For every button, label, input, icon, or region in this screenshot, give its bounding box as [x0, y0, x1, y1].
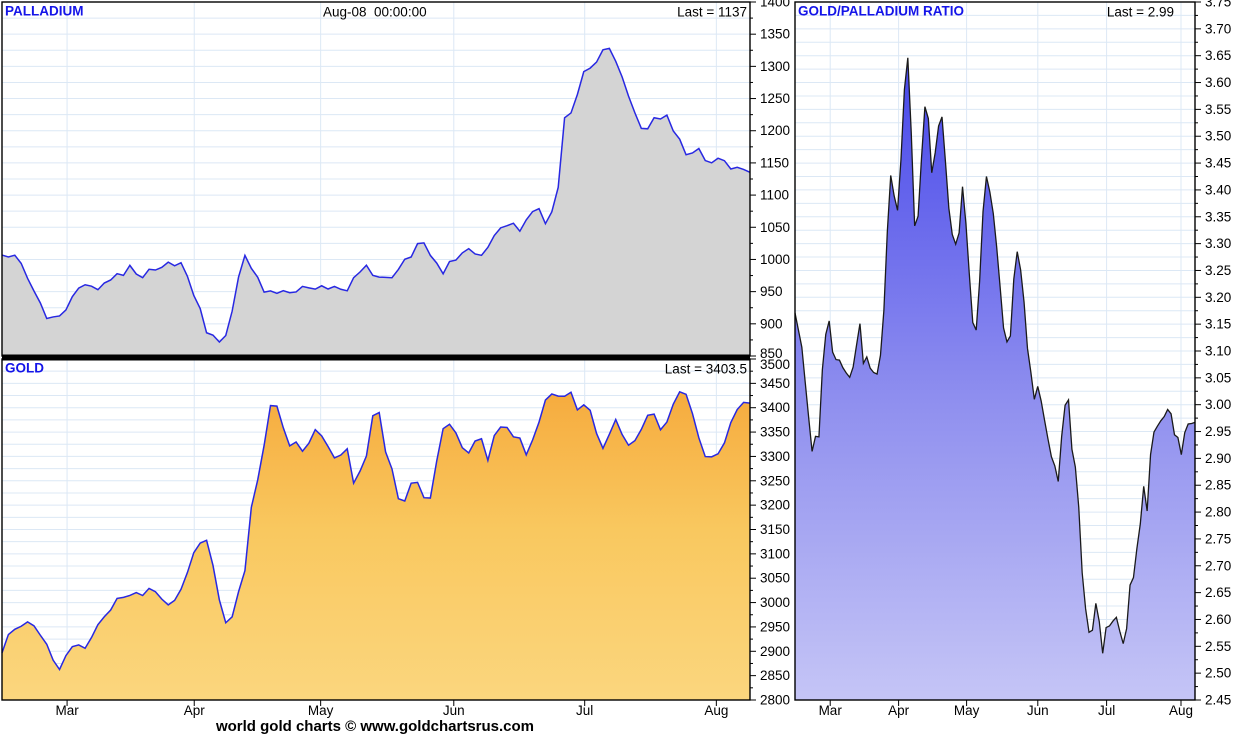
svg-text:Apr: Apr [888, 703, 910, 718]
svg-text:3450: 3450 [760, 376, 790, 391]
svg-text:2.45: 2.45 [1205, 693, 1231, 708]
svg-text:3.20: 3.20 [1205, 290, 1231, 305]
svg-text:3200: 3200 [760, 498, 790, 513]
svg-text:1300: 1300 [760, 59, 790, 74]
svg-text:1100: 1100 [760, 188, 789, 203]
svg-text:2.75: 2.75 [1205, 531, 1231, 546]
svg-text:2800: 2800 [760, 693, 790, 708]
svg-text:2.95: 2.95 [1205, 424, 1231, 439]
svg-text:GOLD: GOLD [5, 361, 44, 376]
svg-text:3.15: 3.15 [1205, 317, 1231, 332]
svg-text:2.90: 2.90 [1205, 451, 1231, 466]
svg-text:3.55: 3.55 [1205, 102, 1231, 117]
svg-text:May: May [954, 703, 980, 718]
svg-text:1150: 1150 [760, 155, 789, 170]
svg-text:3.00: 3.00 [1205, 397, 1231, 412]
svg-text:3.30: 3.30 [1205, 236, 1231, 251]
svg-text:3.40: 3.40 [1205, 182, 1231, 197]
svg-text:3500: 3500 [760, 357, 790, 372]
svg-text:2900: 2900 [760, 644, 790, 659]
svg-text:3.50: 3.50 [1205, 129, 1231, 144]
svg-text:PALLADIUM: PALLADIUM [5, 4, 84, 19]
svg-text:3250: 3250 [760, 473, 790, 488]
svg-text:3400: 3400 [760, 400, 790, 415]
svg-text:2.70: 2.70 [1205, 558, 1231, 573]
svg-text:Aug: Aug [1169, 703, 1193, 718]
svg-text:Apr: Apr [184, 703, 206, 718]
svg-text:3.25: 3.25 [1205, 263, 1231, 278]
svg-text:3300: 3300 [760, 449, 790, 464]
svg-text:3150: 3150 [760, 522, 790, 537]
svg-text:May: May [308, 703, 334, 718]
svg-text:3.65: 3.65 [1205, 48, 1231, 63]
svg-text:1000: 1000 [760, 252, 790, 267]
svg-text:1050: 1050 [760, 220, 790, 235]
svg-text:Last = 3403.5: Last = 3403.5 [665, 362, 747, 377]
svg-text:Jul: Jul [576, 703, 593, 718]
svg-text:Mar: Mar [55, 703, 79, 718]
svg-text:2.65: 2.65 [1205, 585, 1231, 600]
svg-text:Last = 2.99: Last = 2.99 [1107, 5, 1174, 20]
svg-text:Jun: Jun [443, 703, 465, 718]
svg-text:3350: 3350 [760, 425, 790, 440]
svg-text:3000: 3000 [760, 595, 790, 610]
svg-text:Jun: Jun [1027, 703, 1049, 718]
svg-text:Mar: Mar [819, 703, 843, 718]
svg-text:GOLD/PALLADIUM RATIO: GOLD/PALLADIUM RATIO [798, 4, 964, 19]
svg-text:Aug: Aug [704, 703, 728, 718]
svg-text:Last = 1137: Last = 1137 [677, 5, 747, 20]
svg-text:900: 900 [760, 316, 783, 331]
svg-text:1250: 1250 [760, 91, 790, 106]
svg-text:3.75: 3.75 [1205, 0, 1231, 10]
svg-text:1200: 1200 [760, 123, 790, 138]
svg-text:2.85: 2.85 [1205, 478, 1231, 493]
svg-text:2.55: 2.55 [1205, 639, 1231, 654]
svg-text:3.10: 3.10 [1205, 344, 1231, 359]
svg-text:2.60: 2.60 [1205, 612, 1231, 627]
svg-text:2950: 2950 [760, 619, 790, 634]
svg-text:3.70: 3.70 [1205, 21, 1231, 36]
svg-text:2.50: 2.50 [1205, 666, 1231, 681]
svg-text:3.35: 3.35 [1205, 209, 1231, 224]
svg-text:3050: 3050 [760, 571, 790, 586]
svg-text:3.60: 3.60 [1205, 75, 1231, 90]
svg-text:Aug-08 00:00:00: Aug-08 00:00:00 [323, 5, 427, 20]
svg-text:3.45: 3.45 [1205, 156, 1231, 171]
svg-text:Jul: Jul [1098, 703, 1115, 718]
svg-text:3.05: 3.05 [1205, 370, 1231, 385]
svg-text:2.80: 2.80 [1205, 505, 1231, 520]
svg-text:3100: 3100 [760, 546, 790, 561]
svg-text:2850: 2850 [760, 668, 790, 683]
svg-text:1400: 1400 [760, 0, 790, 10]
svg-text:1350: 1350 [760, 27, 790, 42]
svg-text:950: 950 [760, 284, 783, 299]
svg-text:world gold charts © www.goldch: world gold charts © www.goldchartsrus.co… [215, 718, 534, 735]
